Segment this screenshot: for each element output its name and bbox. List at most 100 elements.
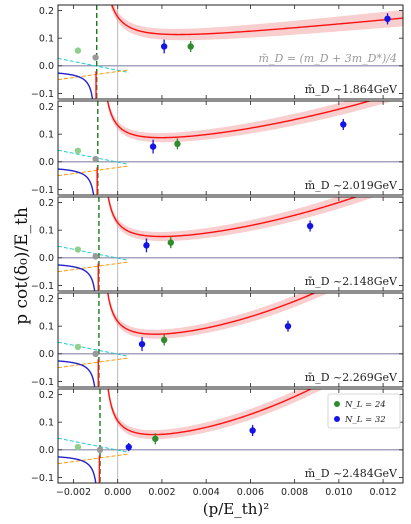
y-tick-label: 0.0 [39, 445, 54, 456]
cyan-dashed-curve [58, 245, 129, 261]
grey-data-point [92, 253, 99, 260]
data-point-nl32 [160, 43, 168, 50]
blue-curve [58, 264, 96, 291]
panel-1: −0.1 0.0 0.1 0.2 m̄_D ~1.864GeV m̄_D = (m_D +… [31, 4, 404, 100]
grey-data-point [92, 350, 99, 358]
panel-mass-label: m̄_D ~2.484GeV [305, 467, 398, 480]
fit-error-band [107, 197, 375, 242]
grey-data-point [92, 155, 99, 163]
y-tick-label: 0.0 [39, 61, 54, 72]
faint-data-point [74, 47, 82, 54]
panel-frame [57, 100, 404, 196]
panel-mass-label: m̄_D ~2.148GeV [305, 275, 398, 288]
plot-area [58, 5, 403, 99]
panel-mass-label: m̄_D ~2.269GeV [305, 371, 398, 384]
y-tick-label: 0.1 [39, 33, 54, 44]
panel-3: −0.1 0.0 0.1 0.2 m̄_D ~2.148GeV [31, 196, 404, 292]
fit-curve [107, 389, 313, 436]
data-point-nl32 [143, 242, 150, 249]
plot-area [58, 101, 403, 195]
y-tick-label: −0.1 [31, 281, 54, 292]
x-tick-label: 0.010 [325, 487, 352, 498]
data-point-nl24 [187, 43, 194, 50]
x-tick-label: 0.002 [148, 487, 175, 498]
y-tick-label: 0.1 [39, 129, 54, 140]
fit-error-band [107, 293, 329, 339]
faint-data-point [74, 147, 82, 154]
plot-area [58, 293, 403, 387]
panel-frame [57, 4, 404, 100]
x-tick-label: −0.002 [56, 487, 91, 498]
data-point-nl24 [167, 239, 174, 246]
legend-marker [334, 416, 340, 422]
y-tick-label: −0.1 [31, 185, 54, 196]
cyan-dashed-curve [58, 437, 129, 453]
x-tick-label: 0.008 [281, 487, 308, 498]
y-tick-label: 0.2 [39, 6, 54, 17]
x-axis-label: (p/E_th)² [203, 500, 270, 518]
y-tick-label: 0.2 [39, 102, 54, 113]
panel-frame [57, 196, 404, 292]
legend: N_L = 24 N_L = 32 [327, 393, 401, 429]
blue-curve [58, 360, 96, 387]
fit-error-band [106, 101, 393, 143]
y-tick-label: −0.1 [31, 473, 54, 484]
y-tick-label: −0.1 [31, 89, 54, 100]
cyan-dashed-curve [58, 341, 129, 357]
y-tick-label: −0.1 [31, 377, 54, 388]
fit-curve [107, 293, 317, 335]
plot-area [58, 197, 403, 291]
x-tick-label: 0.006 [237, 487, 264, 498]
faint-data-point [74, 443, 82, 451]
data-point-nl32 [149, 143, 157, 150]
blue-curve [58, 168, 95, 195]
legend-frame [327, 393, 401, 429]
data-point-nl32 [384, 15, 391, 23]
orange-dashed-curve [58, 261, 129, 273]
data-point-nl32 [306, 222, 314, 230]
fit-curve [106, 101, 373, 139]
x-tick-label: 0.004 [193, 487, 220, 498]
panel-frame [57, 292, 404, 388]
y-tick-label: 0.1 [39, 225, 54, 236]
mass-definition-note: m̄_D = (m_D + 3m_D*)/4 [259, 52, 397, 65]
panel-mass-label: m̄_D ~2.019GeV [305, 179, 398, 192]
panel-2: −0.1 0.0 0.1 0.2 m̄_D ~2.019GeV [31, 100, 404, 196]
cyan-dashed-curve [58, 57, 129, 74]
y-tick-label: 0.0 [39, 157, 54, 168]
data-point-nl24 [152, 435, 159, 442]
orange-dashed-curve [58, 357, 129, 369]
fit-error-band [110, 5, 403, 41]
data-point-nl32 [284, 322, 292, 330]
blue-curve [58, 72, 94, 99]
faint-data-point [74, 343, 82, 351]
panel-mass-label: m̄_D ~1.864GeV [305, 83, 398, 96]
fit-curve [111, 5, 403, 36]
data-point-nl24 [160, 336, 168, 344]
data-point-nl32 [125, 443, 132, 451]
legend-label: N_L = 32 [344, 415, 386, 425]
y-axis-label: p cot(δ₀)/E_th [12, 207, 32, 325]
y-tick-label: 0.2 [39, 198, 54, 209]
x-tick-label: 0.012 [369, 487, 396, 498]
fit-curve [107, 197, 358, 238]
panel-4: −0.1 0.0 0.1 0.2 m̄_D ~2.269GeV [31, 292, 404, 388]
grey-data-point [96, 446, 104, 454]
data-point-nl32 [249, 427, 256, 434]
y-tick-label: 0.0 [39, 253, 54, 264]
data-point-nl32 [340, 121, 347, 128]
y-tick-label: 0.1 [39, 417, 54, 428]
plot-area [58, 389, 403, 483]
panel-frame [57, 388, 404, 484]
y-tick-label: 0.2 [39, 294, 54, 305]
grey-data-point [92, 54, 99, 61]
y-tick-label: 0.0 [39, 349, 54, 360]
faint-data-point [74, 246, 82, 253]
legend-label: N_L = 24 [344, 400, 386, 410]
data-point-nl32 [138, 340, 146, 348]
blue-curve [58, 456, 97, 483]
orange-dashed-curve [58, 453, 129, 465]
x-tick-label: 0.000 [104, 487, 131, 498]
